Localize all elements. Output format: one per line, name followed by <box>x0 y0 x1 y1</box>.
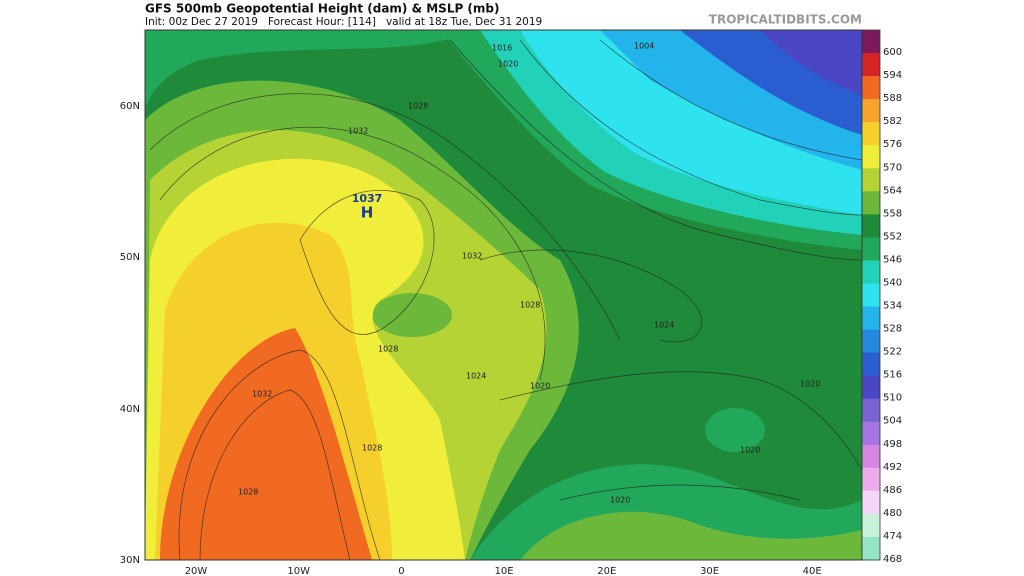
contour-label: 1020 <box>800 380 820 389</box>
colorbar-label: 600 <box>883 47 902 58</box>
high-pressure-value: 1037 <box>352 192 383 205</box>
colorbar-segment <box>862 30 880 54</box>
colorbar-segment <box>862 214 880 238</box>
colorbar-label: 570 <box>883 162 902 173</box>
colorbar-label: 498 <box>883 439 902 450</box>
longitude-label: 20E <box>597 566 616 576</box>
contour-label: 1004 <box>634 42 654 51</box>
contour-labels: 1032 1028 1032 1028 1028 1032 1028 1028 … <box>238 42 820 505</box>
colorbar-segment <box>862 168 880 192</box>
map <box>145 30 862 560</box>
colorbar-label: 504 <box>883 416 902 427</box>
colorbar-segment <box>862 329 880 354</box>
contour-label: 1028 <box>408 102 428 111</box>
colorbar-label: 492 <box>883 462 902 473</box>
contour-label: 1024 <box>466 372 486 381</box>
colorbar-label: 552 <box>883 231 902 242</box>
colorbar-label: 468 <box>883 554 902 565</box>
colorbar-label: 576 <box>883 139 902 150</box>
longitude-label: 40E <box>803 566 822 576</box>
colorbar-label: 594 <box>883 70 902 81</box>
contour-label: 1024 <box>654 321 674 330</box>
colorbar-label: 534 <box>883 301 902 312</box>
contour-label: 1016 <box>492 44 512 53</box>
contour-label: 1032 <box>252 390 272 399</box>
colorbar-label: 564 <box>883 185 902 196</box>
latitude-label: 50N <box>120 252 140 263</box>
colorbar-segment <box>862 490 880 515</box>
colorbar-label: 474 <box>883 531 902 542</box>
colorbar-segment <box>862 237 880 261</box>
contour-label: 1028 <box>362 444 382 453</box>
colorbar-segment <box>862 99 880 123</box>
colorbar: 600 594 588 582 576 570 564 558 552 546 540 534 528 5… <box>861 29 902 565</box>
high-pressure-marker: H <box>361 204 374 222</box>
source: TROPICALTIDBITS.COM <box>709 13 862 27</box>
colorbar-segment <box>862 145 880 169</box>
colorbar-segment <box>862 375 880 400</box>
colorbar-label: 582 <box>883 116 902 127</box>
colorbar-label: 588 <box>883 93 902 104</box>
colorbar-segment <box>862 260 880 284</box>
longitude-label: 10E <box>495 566 514 576</box>
colorbar-segment <box>862 53 880 77</box>
colorbar-segment <box>862 306 880 331</box>
contour-label: 1020 <box>740 446 760 455</box>
longitude-label: 10W <box>287 566 310 576</box>
colorbar-frame <box>861 29 881 561</box>
colorbar-segment <box>862 421 880 446</box>
contour-label: 1032 <box>462 252 482 261</box>
colorbar-segment <box>862 76 880 100</box>
colorbar-segment <box>862 513 880 538</box>
colorbar-segment <box>862 122 880 146</box>
colorbar-label: 540 <box>883 277 902 288</box>
contour-label: 1028 <box>238 488 258 497</box>
contour-label: 1020 <box>530 382 550 391</box>
longitude-label: 0 <box>398 566 404 576</box>
colorbar-segment <box>862 467 880 492</box>
colorbar-segment <box>862 536 880 561</box>
colorbar-label: 516 <box>883 370 902 381</box>
title: GFS 500mb Geopotential Height (dam) & MS… <box>145 2 500 16</box>
colorbar-segment <box>862 444 880 469</box>
contour-label: 1020 <box>610 496 630 505</box>
colorbar-label: 486 <box>883 485 902 496</box>
contour-label: 1028 <box>520 301 540 310</box>
colorbar-label: 558 <box>883 208 902 219</box>
axis-labels: 60N 50N 40N 30N 20W 10W 0 10E 20E 30E 40E <box>120 101 822 576</box>
contour-label: 1020 <box>498 60 518 69</box>
colorbar-label: 528 <box>883 324 902 335</box>
colorbar-segment <box>862 283 880 308</box>
colorbar-label: 510 <box>883 393 902 404</box>
colorbar-label: 480 <box>883 508 902 519</box>
latitude-label: 30N <box>120 555 140 566</box>
colorbar-label: 546 <box>883 254 902 265</box>
colorbar-segment <box>862 191 880 215</box>
longitude-label: 30E <box>700 566 719 576</box>
latitude-label: 40N <box>120 404 140 415</box>
latitude-label: 60N <box>120 101 140 112</box>
longitude-label: 20W <box>185 566 208 576</box>
colorbar-label: 522 <box>883 347 902 358</box>
contour-label: 1032 <box>348 127 368 136</box>
colorbar-segment <box>862 398 880 423</box>
subtitle: Init: 00z Dec 27 2019 Forecast Hour: [11… <box>145 16 542 28</box>
contour-label: 1028 <box>378 345 398 354</box>
colorbar-segment <box>862 352 880 377</box>
